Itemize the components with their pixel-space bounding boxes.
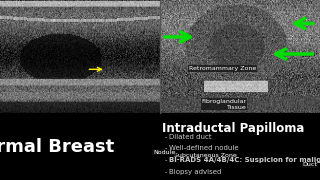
Text: Duct: Duct (302, 162, 317, 167)
Text: Retromammary Zone: Retromammary Zone (189, 66, 256, 71)
Text: BI-RADS 4A/4B/4C: Suspicion for malignancy;: BI-RADS 4A/4B/4C: Suspicion for malignan… (169, 157, 320, 163)
Text: Nodule: Nodule (153, 150, 175, 155)
Text: Normal Breast: Normal Breast (0, 138, 114, 156)
Text: -: - (165, 169, 167, 175)
Text: -: - (165, 145, 167, 152)
Text: Subcutaneous Zone: Subcutaneous Zone (174, 153, 237, 158)
Text: Dilated duct: Dilated duct (169, 134, 212, 140)
Text: Fibroglandular
Tissue: Fibroglandular Tissue (201, 99, 246, 110)
Bar (0, 113, 320, 180)
Text: Intraductal Papilloma: Intraductal Papilloma (163, 122, 305, 135)
Text: Well-defined nodule: Well-defined nodule (169, 145, 239, 152)
Text: -: - (165, 157, 167, 163)
Text: -: - (165, 134, 167, 140)
Text: Biopsy advised: Biopsy advised (169, 169, 221, 175)
